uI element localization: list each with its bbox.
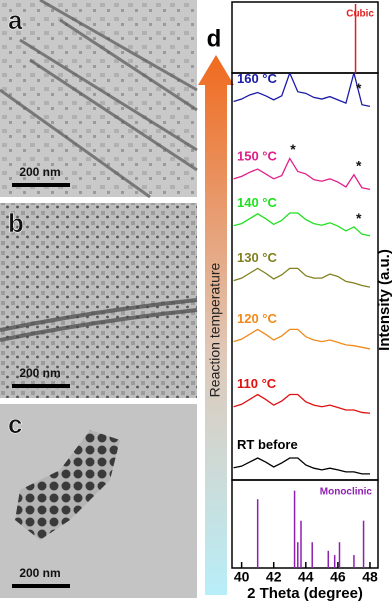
scale-bar [12,183,70,187]
tem-panel-b [0,203,198,398]
series-label: 110 °C [237,376,277,391]
panel-label: b [8,208,24,238]
panel-annotations: a 200 nm b 200 nm c 200 nm [8,5,70,588]
x-tick-label: 42 [266,569,282,585]
series-line [233,212,371,237]
series-line [233,457,370,475]
scale-bar [12,384,70,388]
series-line [233,393,371,414]
tem-panel-c [0,404,197,598]
peak-marker: * [356,210,362,226]
series-line [233,328,371,350]
y-axis-title: Intensity (a.u.) [376,249,392,351]
scale-bar-label: 200 nm [19,566,60,580]
temperature-arrow: Reaction temperature [198,55,234,595]
series-label: 130 °C [237,250,278,265]
panel-label: d [207,25,222,52]
peak-marker: * [356,80,362,96]
x-tick-label: 40 [234,569,250,585]
x-tick-label: 44 [298,569,314,585]
reference-label: Cubic [346,9,374,20]
series-label: 120 °C [237,311,278,326]
series-line [233,73,371,108]
series-line [233,267,371,288]
scale-bar-label: 200 nm [19,366,60,380]
series-line [233,157,371,191]
plot-frames [231,1,379,569]
reference-label: Monoclinic [320,487,373,498]
x-axis-title: 2 Theta (degree) [247,585,363,602]
tem-panel-a [0,0,198,199]
x-tick-label: 48 [362,569,378,585]
series-label: 140 °C [237,195,278,210]
scale-bar-label: 200 nm [19,165,60,179]
panel-label: a [8,5,23,35]
peak-marker: * [290,141,296,157]
series-label: RT before [237,437,298,452]
series-label: 150 °C [237,148,278,163]
scale-bar [12,584,70,588]
panel-label: c [8,409,22,439]
arrow-label: Reaction temperature [207,262,223,397]
x-tick-label: 46 [330,569,346,585]
peak-marker: * [356,157,362,173]
series-label: 160 °C [237,71,278,86]
plot-area [233,73,371,475]
